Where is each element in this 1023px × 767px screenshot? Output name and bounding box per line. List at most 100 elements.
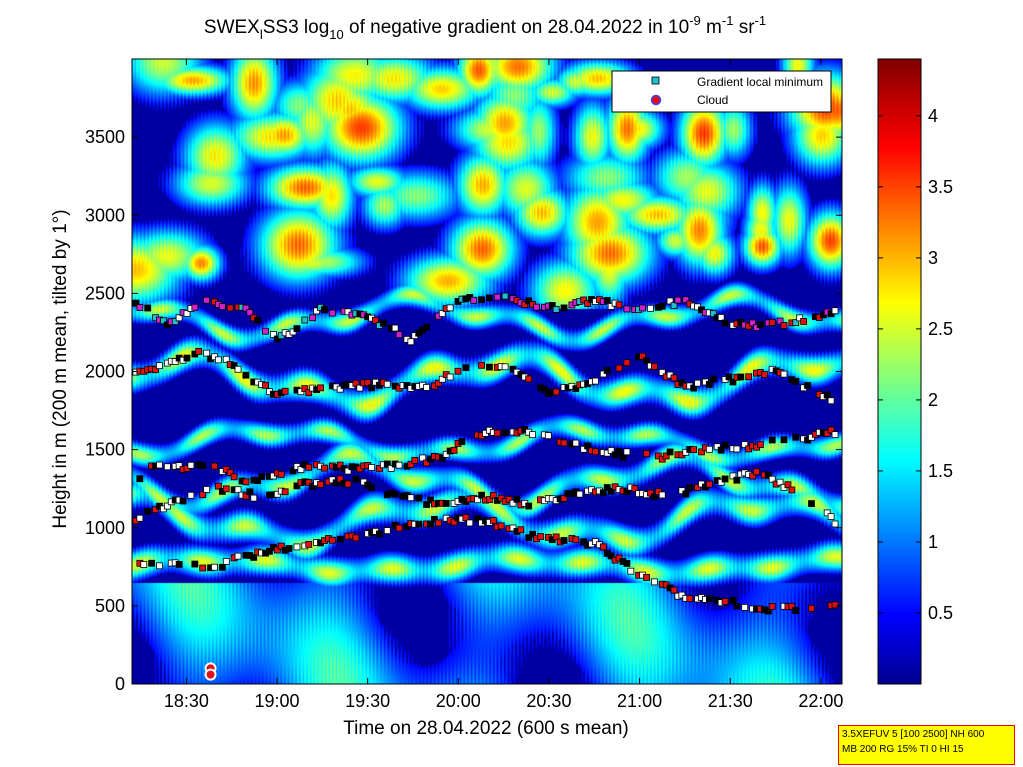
minimum-marker [383,527,391,534]
minimum-marker [199,564,207,572]
minimum-marker [552,305,560,313]
minimum-marker [525,375,533,383]
minimum-marker [623,305,631,313]
minimum-marker [423,384,430,391]
minimum-marker [733,476,741,484]
x-tick-label: 21:00 [617,691,662,711]
minimum-marker [156,562,163,570]
minimum-marker [741,441,749,448]
minimum-marker [434,379,442,387]
minimum-marker [163,502,171,510]
minimum-marker [599,543,607,551]
minimum-marker [486,294,493,302]
minimum-marker [745,373,753,381]
minimum-marker [474,515,482,523]
minimum-marker [489,517,497,524]
minimum-marker [230,473,238,481]
minimum-marker [293,325,301,333]
minimum-marker [713,443,721,451]
minimum-marker [780,370,788,378]
minimum-marker [705,445,713,453]
minimum-marker [682,490,690,498]
minimum-marker [643,450,650,458]
minimum-marker [792,433,800,441]
minimum-marker [222,355,230,363]
x-tick-label: 19:00 [254,691,299,711]
minimum-marker [698,448,705,456]
minimum-marker [674,296,682,304]
minimum-marker [792,607,800,614]
minimum-marker [670,586,678,594]
minimum-marker [156,362,163,370]
minimum-marker [560,537,568,544]
minimum-marker [729,596,737,604]
minimum-marker [780,436,788,444]
minimum-marker [823,391,831,399]
minimum-marker [776,478,784,486]
minimum-marker [721,475,729,483]
colorbar: 0.5 1 1.5 2 2.5 3 3.5 4 [877,58,953,685]
minimum-marker [218,303,226,311]
minimum-marker [269,331,277,338]
minimum-marker [560,494,568,502]
minimum-marker [509,499,517,507]
minimum-marker [309,483,317,490]
minimum-marker [533,303,540,311]
minimum-marker [607,447,615,454]
minimum-marker [203,349,211,357]
colorbar-tick-label: 2.5 [928,319,953,339]
minimum-marker [140,561,148,568]
minimum-marker [576,490,584,498]
minimum-marker [431,515,438,523]
minimum-marker [293,543,301,551]
minimum-marker [395,461,403,469]
x-tick-label: 20:00 [436,691,481,711]
minimum-marker [552,533,560,541]
x-tick-label: 18:30 [164,691,209,711]
minimum-marker [827,513,835,521]
legend-label-cloud: Cloud [697,93,728,107]
minimum-marker [383,460,391,468]
legend-marker-cloud [650,94,662,106]
minimum-marker [211,563,218,571]
minimum-marker [427,496,434,504]
minimum-marker [694,379,701,387]
minimum-marker [619,453,627,461]
minimum-marker [670,374,678,382]
minimum-marker [376,465,383,472]
minimum-marker [242,478,250,486]
minimum-marker [690,446,698,454]
minimum-marker [647,304,654,312]
legend: Gradient local minimum Cloud [611,70,832,113]
minimum-marker [709,310,717,318]
minimum-marker [364,379,372,387]
minimum-marker [474,496,482,504]
minimum-marker [796,314,804,322]
minimum-marker [764,607,772,615]
minimum-marker [336,461,344,469]
minimum-marker [501,429,509,437]
minimum-marker [615,301,623,309]
minimum-marker [768,603,776,610]
minimum-marker [199,491,207,499]
minimum-marker [458,438,466,445]
minimum-marker [336,385,344,393]
minimum-marker [631,485,639,492]
minimum-marker [171,358,179,365]
minimum-marker [250,553,258,561]
minimum-marker [191,560,199,568]
minimum-marker [658,369,666,376]
minimum-marker [489,491,497,499]
minimum-marker [800,317,808,325]
y-tick-label: 3500 [85,127,125,147]
minimum-marker [136,514,144,522]
minimum-marker [611,451,619,459]
plot-area [131,58,843,685]
minimum-marker [317,384,324,392]
minimum-marker [442,500,450,507]
minimum-marker [407,494,415,502]
minimum-marker [729,472,737,480]
minimum-marker [175,314,183,322]
minimum-marker [737,373,745,381]
minimum-marker [607,487,615,495]
